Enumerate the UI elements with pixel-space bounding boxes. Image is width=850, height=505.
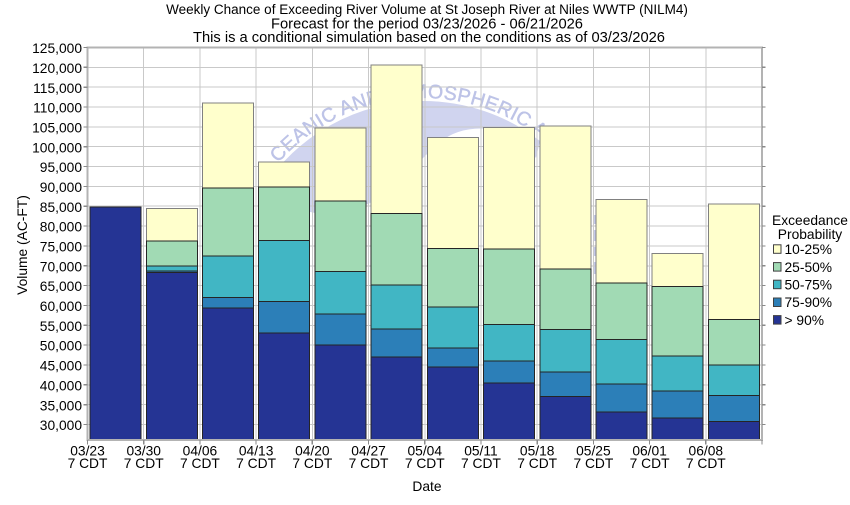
svg-text:85,000: 85,000 [40,200,83,215]
svg-text:Volume (AC-FT): Volume (AC-FT) [15,195,30,295]
svg-text:03/23: 03/23 [70,443,105,458]
svg-text:This is a conditional simulati: This is a conditional simulation based o… [193,30,665,46]
svg-text:04/20: 04/20 [295,443,330,458]
svg-text:60,000: 60,000 [40,299,83,314]
svg-text:04/13: 04/13 [239,443,274,458]
svg-text:50,000: 50,000 [40,339,83,354]
svg-text:55,000: 55,000 [40,319,83,334]
svg-text:7 CDT: 7 CDT [349,456,389,471]
svg-text:04/27: 04/27 [351,443,386,458]
svg-text:30,000: 30,000 [40,418,83,433]
svg-text:06/08: 06/08 [689,443,724,458]
svg-text:80,000: 80,000 [40,220,83,235]
svg-text:7 CDT: 7 CDT [573,456,613,471]
svg-text:120,000: 120,000 [32,61,82,76]
svg-text:Weekly Chance of Exceeding Riv: Weekly Chance of Exceeding River Volume … [166,2,688,17]
svg-text:04/06: 04/06 [183,443,218,458]
svg-text:05/25: 05/25 [576,443,611,458]
svg-text:105,000: 105,000 [32,120,82,135]
svg-text:35,000: 35,000 [40,398,83,413]
svg-text:7 CDT: 7 CDT [517,456,557,471]
svg-text:50-75%: 50-75% [785,277,833,292]
svg-text:7 CDT: 7 CDT [68,456,108,471]
svg-text:90,000: 90,000 [40,180,83,195]
svg-text:05/11: 05/11 [464,443,498,458]
svg-text:70,000: 70,000 [40,259,83,274]
svg-text:> 90%: > 90% [785,313,825,328]
svg-text:05/18: 05/18 [520,443,555,458]
svg-text:95,000: 95,000 [40,160,83,175]
svg-text:7 CDT: 7 CDT [236,456,276,471]
svg-text:7 CDT: 7 CDT [461,456,501,471]
svg-text:45,000: 45,000 [40,359,83,374]
svg-text:115,000: 115,000 [33,81,82,96]
svg-text:Forecast for the period 03/23/: Forecast for the period 03/23/2026 - 06/… [271,17,583,33]
svg-text:7 CDT: 7 CDT [686,456,726,471]
svg-text:25-50%: 25-50% [785,260,833,275]
svg-text:7 CDT: 7 CDT [180,456,220,471]
svg-text:06/01: 06/01 [632,443,667,458]
svg-text:7 CDT: 7 CDT [405,456,445,471]
svg-text:7 CDT: 7 CDT [124,456,164,471]
svg-text:03/30: 03/30 [126,443,161,458]
svg-text:10-25%: 10-25% [785,242,833,257]
svg-text:65,000: 65,000 [40,279,83,294]
svg-text:75-90%: 75-90% [785,295,833,310]
svg-text:Date: Date [412,479,441,494]
svg-text:7 CDT: 7 CDT [630,456,670,471]
svg-text:40,000: 40,000 [40,378,83,393]
svg-text:100,000: 100,000 [32,140,82,155]
svg-text:75,000: 75,000 [40,240,83,255]
svg-text:Probability: Probability [778,227,843,242]
svg-text:7 CDT: 7 CDT [292,456,332,471]
svg-text:Exceedance: Exceedance [772,213,848,228]
svg-text:110,000: 110,000 [33,101,82,116]
svg-text:125,000: 125,000 [32,41,82,56]
svg-text:05/04: 05/04 [407,443,442,458]
